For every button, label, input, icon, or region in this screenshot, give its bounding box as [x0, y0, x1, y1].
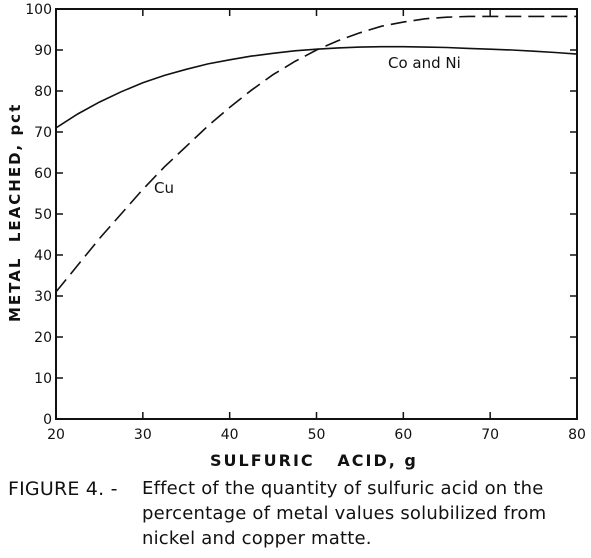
y-tick-label: 80 [34, 84, 52, 100]
y-tick-label: 20 [34, 330, 52, 346]
x-tick-label: 60 [394, 427, 412, 443]
caption-line-1: Effect of the quantity of sulfuric acid … [142, 478, 544, 499]
y-tick-label: 100 [25, 2, 52, 18]
x-tick-label: 70 [481, 427, 499, 443]
y-tick-label: 30 [34, 289, 52, 305]
series-line-cu [55, 15, 577, 293]
x-tick-label: 40 [221, 427, 239, 443]
caption-line-2: percentage of metal values solubilized f… [142, 503, 547, 524]
y-tick-label: 40 [34, 248, 52, 264]
y-axis-label: METAL LEACHED, pct [6, 103, 24, 322]
y-tick-label: 0 [43, 412, 52, 428]
y-tick-label: 10 [34, 371, 52, 387]
y-tick-label: 60 [34, 166, 52, 182]
x-axis-label: SULFURIC ACID, g [210, 451, 418, 470]
x-tick-label: 50 [308, 427, 326, 443]
y-tick-label: 50 [34, 207, 52, 223]
series-line-co-ni [55, 45, 578, 129]
y-tick-label: 70 [34, 125, 52, 141]
figure-caption: FIGURE 4. - Effect of the quantity of su… [0, 478, 591, 558]
caption-figure-number: FIGURE 4. - [8, 478, 118, 500]
x-tick-label: 80 [568, 427, 586, 443]
series-label-co-ni: Co and Ni [388, 54, 461, 72]
x-tick-label: 20 [47, 427, 65, 443]
caption-line-3: nickel and copper matte. [142, 528, 372, 549]
y-tick-label: 90 [34, 43, 52, 59]
plot-area-frame [55, 8, 578, 420]
chart: 0 10 20 30 40 50 60 70 80 90 100 20 30 40 50 60 70 80 Co… [6, 2, 586, 470]
series-label-cu: Cu [154, 179, 174, 197]
x-tick-label: 30 [134, 427, 152, 443]
